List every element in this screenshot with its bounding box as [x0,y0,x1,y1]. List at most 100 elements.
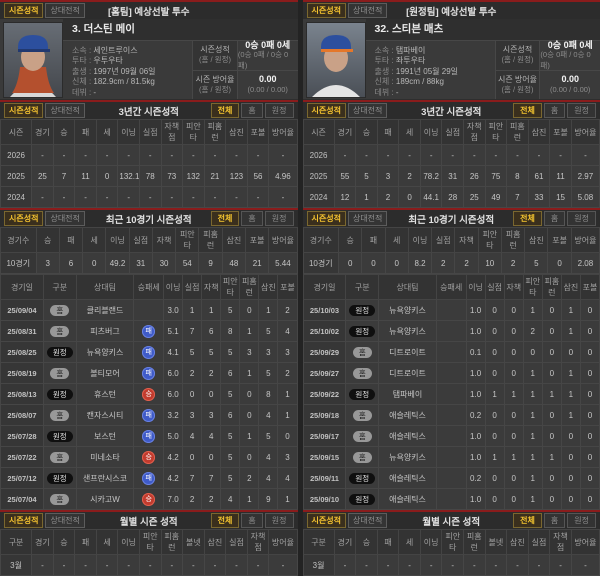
table-cell: 원정 [346,489,379,510]
tab-head-to-head[interactable]: 상대전적 [45,3,84,18]
table-cell: 0 [485,426,504,447]
table-cell: 5.0 [164,426,183,447]
tab-head-to-head[interactable]: 상대전적 [45,513,84,528]
tab-head-to-head[interactable]: 상대전적 [45,103,84,118]
table-cell: 5 [221,447,240,468]
table-cell: 2025 [1,166,32,187]
table-cell: 1 [240,426,259,447]
away-badge: 원정 [47,431,73,442]
table-cell: 0 [240,447,259,468]
table-cell: 25/09/11 [303,468,346,489]
table-cell: 홈 [43,300,76,321]
table-cell: 5 [259,426,278,447]
away-badge: 원정 [349,473,375,484]
col-header: 방어율 [571,228,599,253]
table-cell: 25/07/12 [1,468,44,489]
tab-season-stats[interactable]: 시즌성적 [4,211,43,226]
table-cell: 홈 [346,342,379,363]
filter-home[interactable]: 홈 [544,103,565,118]
info-debut: 데뷔 : - [375,88,495,98]
col-header: 경기 [334,530,356,555]
col-header: 포볼 [580,275,599,300]
tab-season-stats[interactable]: 시즌성적 [4,513,43,528]
away-badge: 원정 [47,473,73,484]
filter-home[interactable]: 홈 [544,211,565,226]
home-player-name: 3. 더스틴 메이 [63,19,298,41]
info-throws-bats: 투타 : 우투우타 [72,56,192,66]
tab-head-to-head[interactable]: 상대전적 [348,3,387,18]
table-cell: 1 [561,300,580,321]
table-cell: 2.97 [571,166,599,187]
filter-all[interactable]: 전체 [211,103,240,118]
table-cell: 7 [507,187,529,208]
table-cell [436,447,466,468]
away-badge: 원정 [349,389,375,400]
table-cell: 8 [221,321,240,342]
table-cell: 49 [485,187,507,208]
col-header: 경기일 [1,275,44,300]
table-cell: 5 [183,342,202,363]
table-cell: 25/10/03 [303,300,346,321]
col-header: 피안타 [523,275,542,300]
filter-all[interactable]: 전체 [513,211,542,226]
filter-home[interactable]: 홈 [241,103,262,118]
filter-away[interactable]: 원정 [567,513,596,528]
table-cell: - [442,555,464,576]
filter-away[interactable]: 원정 [567,103,596,118]
tab-head-to-head[interactable]: 상대전적 [45,211,84,226]
col-header: 방어율 [269,530,297,555]
table-cell: 패 [134,468,164,489]
table-cell: 홈 [43,321,76,342]
table-cell: 패 [134,426,164,447]
filter-all[interactable]: 전체 [513,103,542,118]
tab-head-to-head[interactable]: 상대전적 [348,103,387,118]
filter-all[interactable]: 전체 [211,513,240,528]
tab-season-stats[interactable]: 시즌성적 [307,3,346,18]
table-cell: 1.0 [466,426,485,447]
col-header: 피안타 [442,530,464,555]
filter-away[interactable]: 원정 [265,211,294,226]
filter-home[interactable]: 홈 [544,513,565,528]
col-header: 승 [356,120,378,145]
table-cell: 61 [528,166,550,187]
tab-season-stats[interactable]: 시즌성적 [4,103,43,118]
filter-all[interactable]: 전체 [513,513,542,528]
col-header: 피안타 [176,228,199,253]
table-cell [436,489,466,510]
table-cell: 3 [36,253,59,274]
table-cell: 7.0 [164,489,183,510]
col-header: 피안타 [221,275,240,300]
table-cell: 44.1 [420,187,442,208]
table-cell: - [420,555,442,576]
tab-season-stats[interactable]: 시즌성적 [307,103,346,118]
away-player-card: 32. 스티븐 매츠 소속 : 탬파베이 투타 : 좌투우타 출생 : 1991… [303,19,600,100]
table-cell: 2026 [1,145,32,166]
stat-tabs: 시즌성적 상대전적 [307,211,388,226]
filter-away[interactable]: 원정 [567,211,596,226]
table-cell: 3월 [303,555,334,576]
col-header: 피안타 [183,120,205,145]
table-cell: 홈 [43,447,76,468]
tab-season-stats[interactable]: 시즌성적 [4,3,43,18]
filter-home[interactable]: 홈 [241,211,262,226]
filter-away[interactable]: 원정 [265,513,294,528]
table-cell: 패 [134,342,164,363]
table-cell: 0 [339,253,362,274]
tab-season-stats[interactable]: 시즌성적 [307,211,346,226]
tab-head-to-head[interactable]: 상대전적 [348,513,387,528]
table-cell: 25/09/04 [1,300,44,321]
filter-away[interactable]: 원정 [265,103,294,118]
table-cell: 원정 [43,426,76,447]
table-cell [436,321,466,342]
table-cell: - [204,187,226,208]
filter-all[interactable]: 전체 [211,211,240,226]
table-cell: 132 [183,166,205,187]
tab-head-to-head[interactable]: 상대전적 [348,211,387,226]
filter-home[interactable]: 홈 [241,513,262,528]
tab-season-stats[interactable]: 시즌성적 [307,513,346,528]
table-cell: 0 [542,342,561,363]
matchup-comparison: 시즌성적 상대전적 [홈팀] 예상선발 투수 [0,0,600,500]
